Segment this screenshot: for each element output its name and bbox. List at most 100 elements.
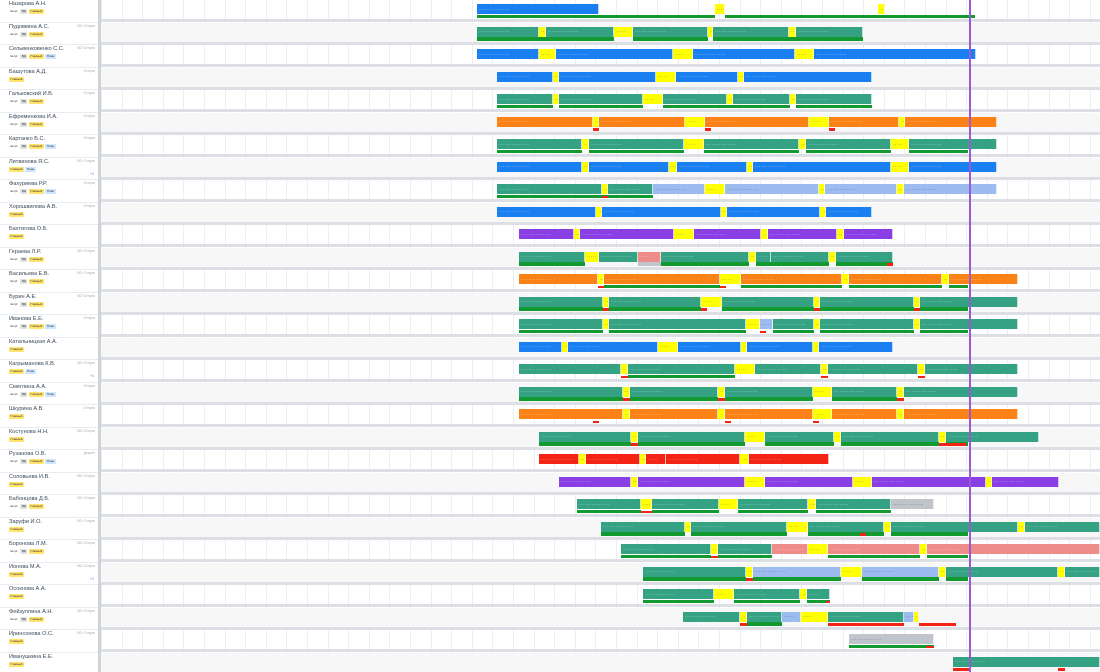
shift-bar-yellow[interactable]: ····· xyxy=(669,161,677,172)
shift-bar-yellow[interactable]: ····· xyxy=(1058,566,1065,577)
shift-bar-lightblue[interactable]: ················· xyxy=(753,566,841,577)
shift-bar-yellow[interactable]: ····· xyxy=(718,386,725,397)
sub-shift-green[interactable] xyxy=(718,554,772,558)
shift-bar-purple[interactable]: ················· xyxy=(992,476,1059,487)
shift-bar-yellow[interactable]: ····· xyxy=(809,116,829,127)
shift-bar-blue[interactable]: ················· xyxy=(677,161,747,172)
shift-bar-teal[interactable]: ················· xyxy=(904,386,1018,397)
shift-bar-teal[interactable]: ················· xyxy=(725,386,813,397)
shift-bar-yellow[interactable]: ····· xyxy=(640,454,646,464)
sub-shift-green[interactable] xyxy=(773,329,814,333)
shift-bar-teal[interactable]: ················· xyxy=(755,364,821,374)
shift-bar-orange[interactable]: ················· xyxy=(599,116,685,127)
shift-bar-lightblue[interactable]: ················· xyxy=(825,184,897,194)
sub-shift-green[interactable] xyxy=(862,577,939,581)
shift-bar-salmon[interactable]: ················· xyxy=(927,544,1100,554)
employee-row-11[interactable]: Бахтигова О.Б. Главный xyxy=(0,225,98,248)
shift-bar-yellow[interactable]: ····· xyxy=(631,431,638,442)
shift-bar-teal[interactable]: ················· xyxy=(663,94,727,104)
sub-shift-green[interactable] xyxy=(638,442,745,446)
shift-bar-yellow[interactable]: ····· xyxy=(741,341,747,352)
shift-bar-yellow[interactable]: ····· xyxy=(939,431,946,442)
shift-bar-teal[interactable]: ················· xyxy=(841,431,939,442)
sub-shift-green[interactable] xyxy=(630,397,718,401)
sub-shift-red[interactable] xyxy=(829,128,835,131)
shift-bar-yellow[interactable]: ····· xyxy=(643,94,663,104)
sub-shift-green[interactable] xyxy=(820,329,914,333)
sub-shift-green[interactable] xyxy=(621,554,711,558)
sub-shift-green[interactable] xyxy=(808,532,884,536)
shift-bar-yellow[interactable]: ····· xyxy=(740,611,747,622)
shift-bar-yellow[interactable]: ····· xyxy=(761,229,768,239)
shift-bar-teal[interactable]: ················· xyxy=(946,431,1039,442)
shift-bar-teal[interactable]: ················· xyxy=(765,431,834,442)
shift-bar-yellow[interactable]: ····· xyxy=(745,476,765,487)
shift-bar-teal[interactable]: ················· xyxy=(909,139,997,149)
shift-bar-teal[interactable]: ················· xyxy=(599,251,638,262)
shift-bar-yellow[interactable]: ····· xyxy=(834,431,841,442)
shift-bar-lightblue[interactable]: ····· xyxy=(782,611,801,622)
shift-bar-teal[interactable]: ················· xyxy=(643,589,714,599)
sub-shift-red[interactable] xyxy=(814,308,820,311)
shift-bar-teal[interactable]: ················· xyxy=(808,521,884,532)
sub-shift-green[interactable] xyxy=(927,554,968,558)
shift-bar-lightblue[interactable]: ················· xyxy=(862,566,939,577)
shift-bar-teal[interactable]: ················· xyxy=(638,431,745,442)
shift-bar-yellow[interactable]: ····· xyxy=(749,251,756,262)
sub-shift-green[interactable] xyxy=(643,599,714,603)
shift-bar-yellow[interactable]: ····· xyxy=(814,296,820,307)
sub-shift-gray[interactable] xyxy=(638,262,661,266)
shift-bar-yellow[interactable]: ····· xyxy=(819,184,825,194)
shift-bar-yellow[interactable]: ····· xyxy=(1018,521,1025,532)
shift-bar-yellow[interactable]: ····· xyxy=(842,274,849,284)
employee-extra-count[interactable]: +1 xyxy=(89,374,94,378)
sub-shift-red[interactable] xyxy=(919,623,956,626)
shift-bar-red[interactable]: ················· xyxy=(586,454,640,464)
sub-shift-green[interactable] xyxy=(796,37,863,41)
shift-bar-yellow[interactable]: ····· xyxy=(986,476,992,487)
shift-bar-yellow[interactable]: ····· xyxy=(614,26,633,37)
employee-row-20[interactable]: Костунова Н.Н. ВО Отпуск Главный xyxy=(0,428,98,450)
shift-bar-yellow[interactable]: ····· xyxy=(813,341,819,352)
shift-bar-yellow[interactable]: ····· xyxy=(829,251,836,262)
shift-bar-yellow[interactable]: ····· xyxy=(795,49,814,59)
shift-bar-teal[interactable]: ················· xyxy=(1025,521,1100,532)
shift-bar-yellow[interactable]: ····· xyxy=(738,71,744,82)
shift-bar-lightblue[interactable]: ················· xyxy=(653,184,705,194)
employee-row-4[interactable]: Башутова А.Д. Отпуск Главный xyxy=(0,68,98,90)
sub-shift-green[interactable] xyxy=(713,37,796,41)
shift-bar-teal[interactable]: ················· xyxy=(953,656,1100,667)
shift-bar-yellow[interactable]: ····· xyxy=(899,116,905,127)
shift-bar-yellow[interactable]: ····· xyxy=(598,274,604,284)
shift-bar-teal[interactable]: ················· xyxy=(630,386,718,397)
shift-bar-blue[interactable]: ················· xyxy=(676,71,738,82)
employee-row-13[interactable]: Васильева Е.В. ВО Отпуск Empl ВД Главный xyxy=(0,270,98,293)
shift-bar-teal[interactable]: ················· xyxy=(539,431,631,442)
sub-shift-green[interactable] xyxy=(836,262,893,266)
shift-bar-yellow[interactable]: ····· xyxy=(684,139,704,149)
sub-shift-green[interactable] xyxy=(725,14,975,18)
sub-shift-red[interactable] xyxy=(701,308,707,311)
shift-bar-yellow[interactable]: ····· xyxy=(711,544,718,554)
sub-shift-green[interactable] xyxy=(661,262,749,266)
shift-bar-salmon[interactable]: ················· xyxy=(828,544,920,554)
employee-row-23[interactable]: Бабонцова Д.Б. ВО Отпуск Empl ВД Главный xyxy=(0,495,98,518)
sub-shift-green[interactable] xyxy=(849,284,942,288)
shift-bar-teal[interactable]: ················· xyxy=(1065,566,1100,577)
shift-bar-teal[interactable]: ················· xyxy=(589,139,684,149)
employee-row-15[interactable]: Иванова Е.Е. Отпуск Empl ВД Главный План xyxy=(0,315,98,338)
employee-row-12[interactable]: Гераева Л.Р. ВО Отпуск Empl ВД Главный xyxy=(0,248,98,270)
employee-row-1[interactable]: Назарова А.Н. Empl ВД Главный xyxy=(0,0,98,23)
shift-bar-teal[interactable]: ················· xyxy=(734,589,800,599)
employee-row-26[interactable]: Ионова М.А. ВО Отпуск Главный +1 xyxy=(0,563,98,585)
shift-bar-teal[interactable]: ················· xyxy=(773,319,814,329)
shift-bar-yellow[interactable]: ····· xyxy=(715,4,725,14)
shift-bar-blue[interactable]: ················· xyxy=(497,161,582,172)
shift-bar-salmon[interactable]: ················· xyxy=(772,544,808,554)
shift-bar-yellow[interactable]: ····· xyxy=(914,296,920,307)
shift-bar-yellow[interactable]: ····· xyxy=(853,476,872,487)
shift-bar-blue[interactable]: ················· xyxy=(497,71,553,82)
sub-shift-green[interactable] xyxy=(816,509,891,513)
shift-bar-yellow[interactable]: ····· xyxy=(837,229,844,239)
employee-row-22[interactable]: Соловьева И.В. ВО Отпуск Главный xyxy=(0,473,98,495)
